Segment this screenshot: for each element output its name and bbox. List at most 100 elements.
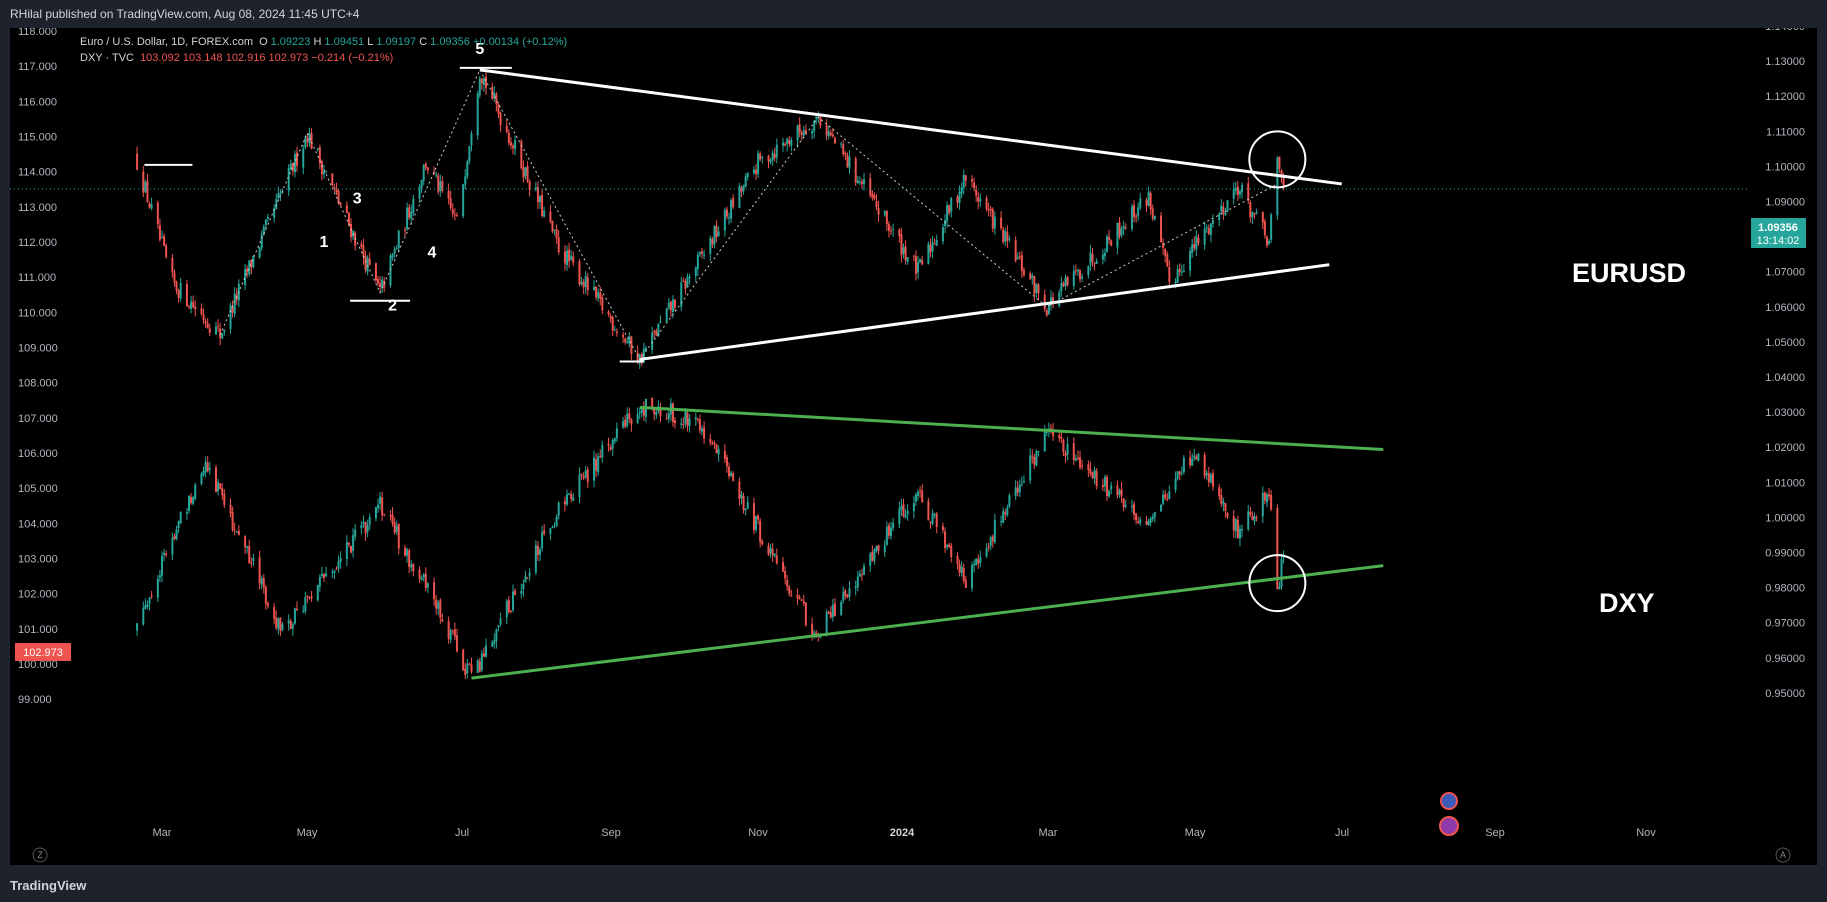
candle-body: [946, 544, 949, 548]
candle-body: [404, 547, 407, 556]
candle-body: [1268, 494, 1271, 497]
candle-body: [767, 156, 770, 162]
candle-body: [977, 196, 980, 202]
candle-body: [1014, 487, 1017, 497]
candle-body: [709, 438, 712, 443]
legend-dxy-values: 103.092 103.148 102.916 102.973 −0.214 (…: [140, 52, 394, 64]
candle-body: [929, 245, 932, 253]
candle-body: [885, 526, 888, 545]
candle-body: [1116, 222, 1119, 248]
candle-body: [898, 229, 901, 237]
candle-body: [244, 269, 247, 285]
candle-body: [987, 209, 990, 211]
candle-body: [362, 522, 365, 524]
candle-body: [607, 443, 610, 446]
candle-body: [323, 171, 326, 175]
candle-body: [1000, 217, 1003, 229]
candle-body: [960, 566, 963, 573]
right-axis-tick-label: 1.09000: [1765, 197, 1805, 209]
chart-frame[interactable]: 118.000 117.000 116.000 115.000 114.000 113.0…: [10, 28, 1817, 865]
candle-body: [1218, 487, 1221, 497]
candle-body: [287, 167, 290, 191]
time-axis-label: Nov: [748, 827, 768, 839]
candle-body: [1149, 192, 1152, 210]
candle-body: [597, 456, 600, 473]
candle-body: [433, 582, 436, 600]
candle-body: [1153, 215, 1156, 220]
candle-body: [462, 649, 465, 671]
candle-body: [293, 154, 296, 173]
candle-body: [323, 574, 326, 578]
tradingview-logo[interactable]: TradingView: [10, 878, 87, 893]
candle-body: [206, 323, 209, 329]
legend-eurusd[interactable]: Euro / U.S. Dollar, 1D, FOREX.com O 1.092…: [80, 34, 567, 50]
candle-body: [144, 605, 147, 609]
candle-body: [250, 562, 253, 564]
candle-body: [991, 536, 994, 542]
candle-body: [188, 495, 191, 511]
candle-body: [642, 406, 645, 416]
candle-body: [921, 260, 924, 265]
candle-body: [815, 632, 818, 636]
candle-body: [1135, 216, 1138, 218]
candle-body: [302, 610, 305, 612]
candle-body: [860, 181, 863, 185]
candle-body: [424, 163, 427, 168]
candle-body: [381, 497, 384, 516]
candle-body: [146, 180, 149, 202]
candle-body: [150, 204, 153, 209]
candle-body: [470, 133, 473, 146]
candle-body: [601, 297, 604, 311]
candle-body: [701, 428, 704, 432]
candle-body: [796, 594, 799, 599]
candle-body: [686, 276, 689, 288]
candle-body: [541, 194, 544, 217]
candle-body: [171, 257, 174, 273]
candle-body: [682, 280, 685, 282]
auto-scale-label: A: [1780, 850, 1786, 860]
candle-body: [854, 158, 857, 183]
candle-body: [869, 553, 872, 566]
candle-body: [892, 522, 895, 529]
candle-body: [1236, 186, 1239, 195]
right-axis-tick-label: 1.05000: [1765, 337, 1805, 349]
candle-body: [827, 131, 830, 136]
candle-body: [570, 255, 573, 260]
candle-body: [325, 171, 328, 173]
legend-dxy[interactable]: DXY · TVC 103.092 103.148 102.916 102.97…: [80, 50, 567, 66]
candle-body: [1151, 208, 1154, 219]
candle-body: [732, 198, 735, 208]
candle-body: [825, 612, 828, 634]
candle-body: [993, 520, 996, 543]
candle-body: [406, 549, 409, 556]
candle-body: [680, 423, 683, 425]
candle-body: [279, 618, 282, 631]
candle-body: [1060, 283, 1063, 292]
candle-body: [188, 306, 191, 308]
candle-body: [946, 205, 949, 222]
candle-body: [1035, 451, 1038, 466]
candle-body: [520, 590, 523, 594]
candle-body: [522, 583, 525, 590]
candle-body: [800, 132, 803, 136]
candle-body: [871, 551, 874, 561]
eurusd-price-tag-countdown: 13:14:02: [1757, 235, 1800, 247]
candle-body: [1106, 476, 1109, 497]
candle-body: [935, 240, 938, 246]
candle-body: [979, 556, 982, 563]
highlight-circle-dxy: [1248, 554, 1307, 613]
candle-body: [418, 186, 421, 199]
candle-body: [609, 447, 612, 451]
candle-body: [1211, 473, 1214, 487]
candle-body: [902, 504, 905, 517]
candle-body: [696, 255, 699, 269]
candle-body: [1232, 516, 1235, 531]
candle-body: [742, 496, 745, 511]
candle-body: [607, 311, 610, 315]
candle-body: [653, 408, 656, 415]
candle-body: [1164, 494, 1167, 499]
left-axis-tick-label: 110.000: [18, 307, 57, 319]
candle-body: [420, 179, 423, 188]
candle-body: [185, 284, 188, 307]
price-chart[interactable]: 118.000 117.000 116.000 115.000 114.000 113.0…: [10, 28, 1817, 865]
